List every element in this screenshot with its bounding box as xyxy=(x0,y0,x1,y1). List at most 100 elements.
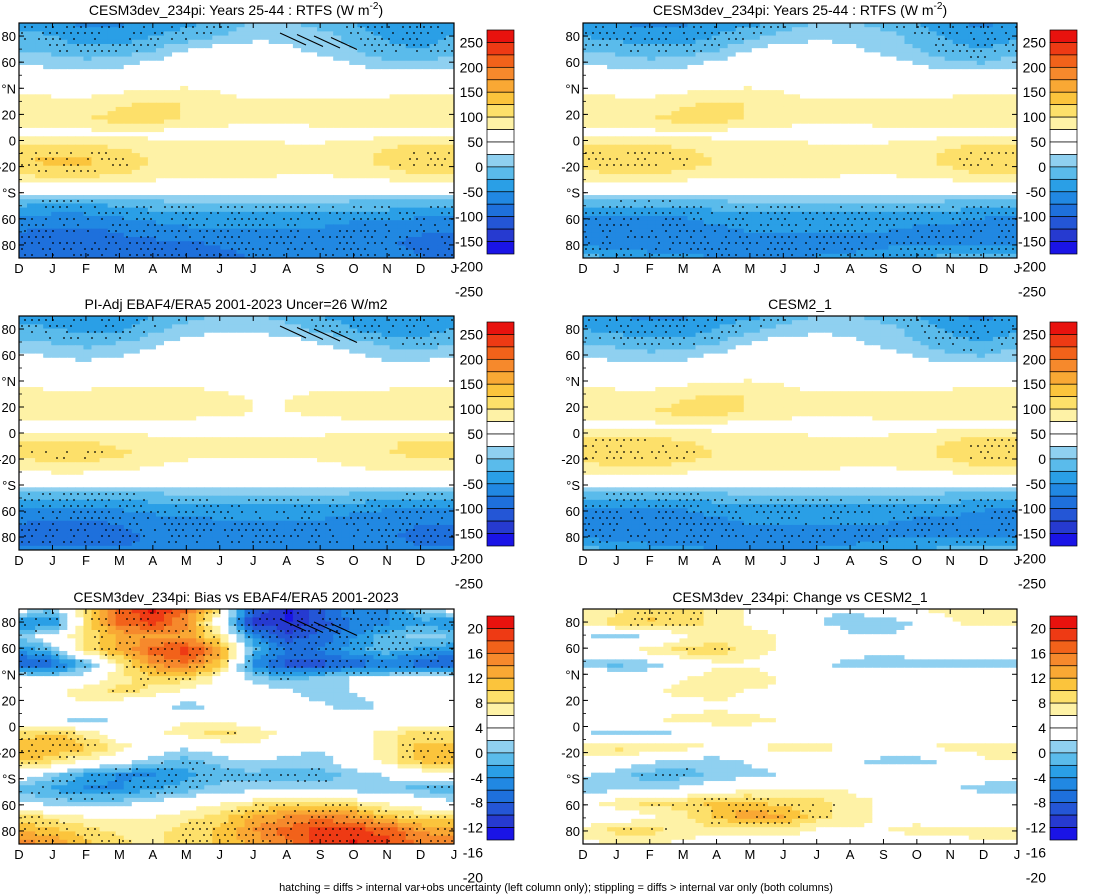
stipple-dot xyxy=(112,212,114,214)
heatmap-cell xyxy=(373,56,383,62)
heatmap-cell xyxy=(43,94,52,100)
heatmap-cell xyxy=(872,98,881,104)
heatmap-cell xyxy=(389,228,399,234)
heatmap-cell xyxy=(43,35,52,41)
heatmap-cell xyxy=(775,35,785,41)
heatmap-cell xyxy=(389,241,399,247)
heatmap-cell xyxy=(775,115,785,121)
stipple-dot xyxy=(171,230,173,232)
heatmap-cell xyxy=(896,60,906,66)
heatmap-cell xyxy=(791,102,801,108)
heatmap-cell xyxy=(775,73,785,79)
heatmap-cell xyxy=(912,106,922,112)
heatmap-cell xyxy=(591,123,600,129)
heatmap-cell xyxy=(317,73,326,79)
heatmap-cell xyxy=(317,241,326,247)
heatmap-cell xyxy=(599,60,608,66)
heatmap-cell xyxy=(944,60,954,66)
heatmap-cell xyxy=(421,182,431,188)
heatmap-cell xyxy=(188,136,197,142)
heatmap-cell xyxy=(816,43,825,49)
heatmap-cell xyxy=(976,77,986,83)
heatmap-cell xyxy=(196,211,205,217)
heatmap-cell xyxy=(743,111,753,116)
heatmap-cell xyxy=(268,228,278,234)
heatmap-cell xyxy=(349,27,358,32)
stipple-dot xyxy=(360,26,362,28)
stipple-dot xyxy=(31,26,33,28)
stipple-dot xyxy=(80,50,82,52)
heatmap-cell xyxy=(292,174,302,179)
heatmap-cell xyxy=(687,90,697,95)
stipple-dot xyxy=(385,248,387,250)
heatmap-cell xyxy=(341,228,350,234)
heatmap-cell xyxy=(260,27,270,32)
heatmap-cell xyxy=(864,35,873,41)
stipple-dot xyxy=(101,158,103,160)
heatmap-cell xyxy=(687,48,697,53)
heatmap-cell xyxy=(655,106,664,112)
heatmap-cell xyxy=(284,228,294,234)
heatmap-cell xyxy=(244,127,254,133)
heatmap-cell xyxy=(599,90,608,95)
heatmap-cell xyxy=(671,27,681,32)
heatmap-cell xyxy=(832,90,841,95)
heatmap-cell xyxy=(35,127,44,133)
stipple-dot xyxy=(147,248,149,250)
heatmap-cell xyxy=(325,85,334,91)
heatmap-cell xyxy=(139,153,149,158)
heatmap-cell xyxy=(276,169,286,175)
heatmap-cell xyxy=(43,224,52,230)
heatmap-cell xyxy=(284,127,294,133)
heatmap-cell xyxy=(607,85,616,91)
heatmap-cell xyxy=(808,73,817,79)
heatmap-cell xyxy=(365,232,375,238)
heatmap-cell xyxy=(83,165,93,171)
heatmap-cell xyxy=(115,127,125,133)
stipple-dot xyxy=(80,254,82,256)
heatmap-cell xyxy=(317,60,326,66)
stipple-dot xyxy=(105,152,107,154)
heatmap-cell xyxy=(936,119,946,125)
stipple-dot xyxy=(290,206,292,208)
heatmap-cell xyxy=(976,111,986,116)
heatmap-cell xyxy=(260,186,270,192)
heatmap-cell xyxy=(791,94,801,100)
heatmap-cell xyxy=(228,102,238,108)
heatmap-cell xyxy=(639,94,648,100)
heatmap-cell xyxy=(864,111,873,116)
heatmap-cell xyxy=(341,148,350,154)
heatmap-cell xyxy=(35,190,44,196)
heatmap-cell xyxy=(244,220,254,226)
heatmap-cell xyxy=(357,136,366,142)
heatmap-cell xyxy=(325,43,334,49)
heatmap-cell xyxy=(220,174,230,179)
heatmap-cell xyxy=(888,81,898,87)
heatmap-cell xyxy=(212,178,221,184)
heatmap-cell xyxy=(365,119,375,125)
heatmap-cell xyxy=(421,220,431,226)
heatmap-cell xyxy=(292,253,302,258)
heatmap-cell xyxy=(123,241,133,247)
heatmap-cell xyxy=(832,31,841,37)
heatmap-cell xyxy=(928,60,938,66)
heatmap-cell xyxy=(220,52,230,58)
heatmap-cell xyxy=(928,64,938,70)
heatmap-cell xyxy=(115,140,125,146)
heatmap-cell xyxy=(51,207,60,213)
heatmap-cell xyxy=(180,144,189,150)
heatmap-cell xyxy=(896,90,906,95)
heatmap-cell xyxy=(445,136,454,142)
heatmap-cell xyxy=(711,102,721,108)
heatmap-cell xyxy=(27,60,36,66)
heatmap-cell xyxy=(75,195,85,200)
heatmap-cell xyxy=(1008,39,1017,45)
heatmap-cell xyxy=(196,81,205,87)
heatmap-cell xyxy=(91,69,101,74)
heatmap-cell xyxy=(35,224,44,230)
heatmap-cell xyxy=(196,43,205,49)
stipple-dot xyxy=(87,158,89,160)
heatmap-cell xyxy=(284,220,294,226)
heatmap-cell xyxy=(180,111,189,116)
heatmap-cell xyxy=(220,85,230,91)
